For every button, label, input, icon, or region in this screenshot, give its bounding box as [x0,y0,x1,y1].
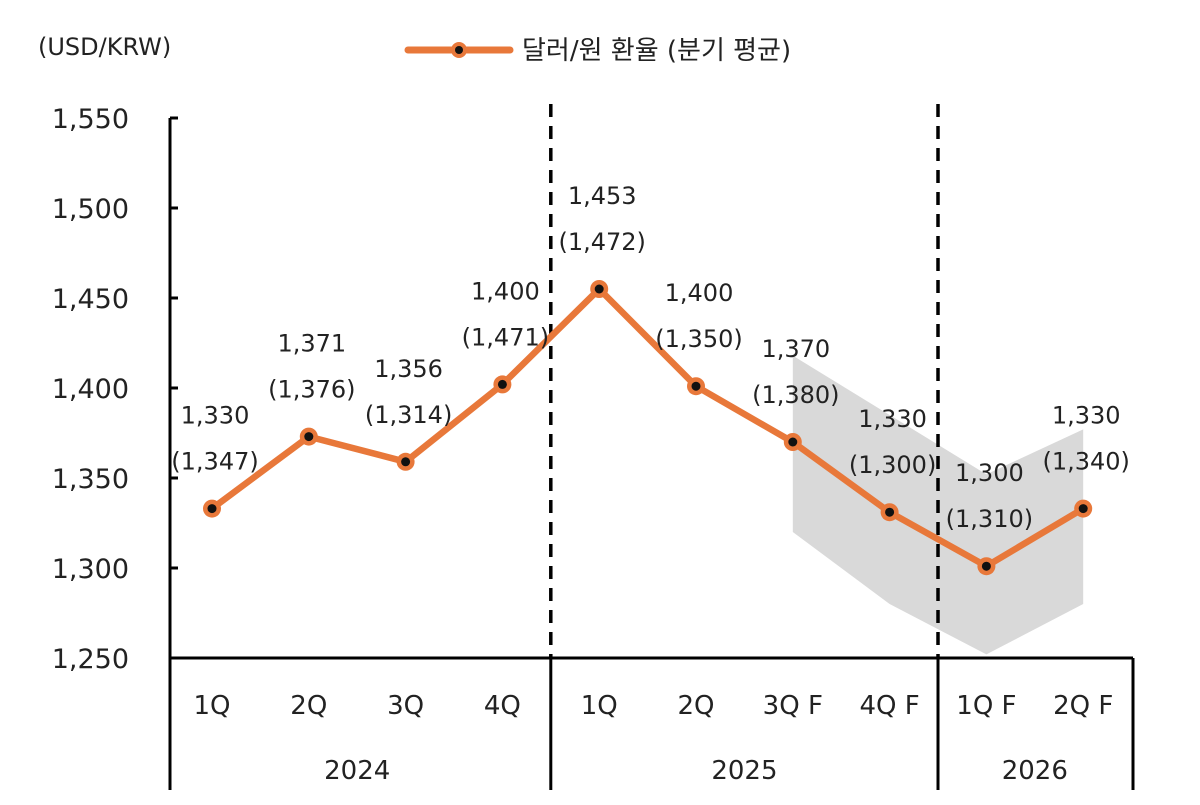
y-tick-label: 1,450 [52,284,129,315]
x-tick-label: 1Q F [956,691,1016,721]
data-point-center [207,504,217,514]
data-label-value: 1,330 [1052,402,1121,430]
data-label-secondary: (1,376) [268,376,355,404]
x-tick-label: 3Q F [763,691,823,721]
x-tick-label: 2Q [677,691,714,721]
data-point-center [497,379,507,389]
x-tick-label: 4Q F [859,691,919,721]
data-label-secondary: (1,350) [655,325,742,353]
x-tick-label: 1Q [193,691,230,721]
year-label: 2025 [711,756,777,786]
y-tick-label: 1,550 [52,104,129,135]
data-label-value: 1,370 [761,335,830,363]
legend-label: 달러/원 환율 (분기 평균) [522,36,791,66]
data-point-center [1078,504,1088,514]
data-label-value: 1,400 [471,277,540,305]
legend: 달러/원 환율 (분기 평균) [404,36,791,66]
data-label-secondary: (1,472) [558,228,645,256]
year-label: 2026 [1002,756,1068,786]
y-tick-label: 1,300 [52,554,129,585]
x-tick-label: 2Q [290,691,327,721]
data-label-secondary: (1,314) [365,401,452,429]
data-point-center [304,432,314,442]
y-tick-label: 1,250 [52,644,129,675]
data-point-center [788,437,798,447]
data-label-secondary: (1,340) [1042,448,1129,476]
data-label-secondary: (1,471) [462,323,549,351]
data-label-secondary: (1,380) [752,381,839,409]
x-tick-label: 1Q [581,691,618,721]
data-label-secondary: (1,310) [946,505,1033,533]
data-point-center [401,457,411,467]
series-line [208,285,1087,570]
y-tick-label: 1,350 [52,464,129,495]
legend-marker-inner [455,46,463,54]
data-label-value: 1,400 [665,279,734,307]
data-point-center [691,381,701,391]
data-label-value: 1,356 [374,355,443,383]
data-label-value: 1,330 [858,405,927,433]
data-point-center [885,507,895,517]
year-label: 2024 [324,756,390,786]
data-point-center [981,561,991,571]
x-tick-label: 2Q F [1053,691,1113,721]
data-label-value: 1,300 [955,459,1024,487]
x-tick-label: 4Q [484,691,521,721]
data-point-center [594,284,604,294]
y-tick-label: 1,500 [52,194,129,225]
data-label-value: 1,330 [181,402,250,430]
y-tick-label: 1,400 [52,374,129,405]
data-label-secondary: (1,300) [849,451,936,479]
y-unit-label: (USD/KRW) [38,33,171,61]
data-label-secondary: (1,347) [171,448,258,476]
data-label-value: 1,371 [277,330,346,358]
data-label-value: 1,453 [568,182,637,210]
x-tick-label: 3Q [387,691,424,721]
